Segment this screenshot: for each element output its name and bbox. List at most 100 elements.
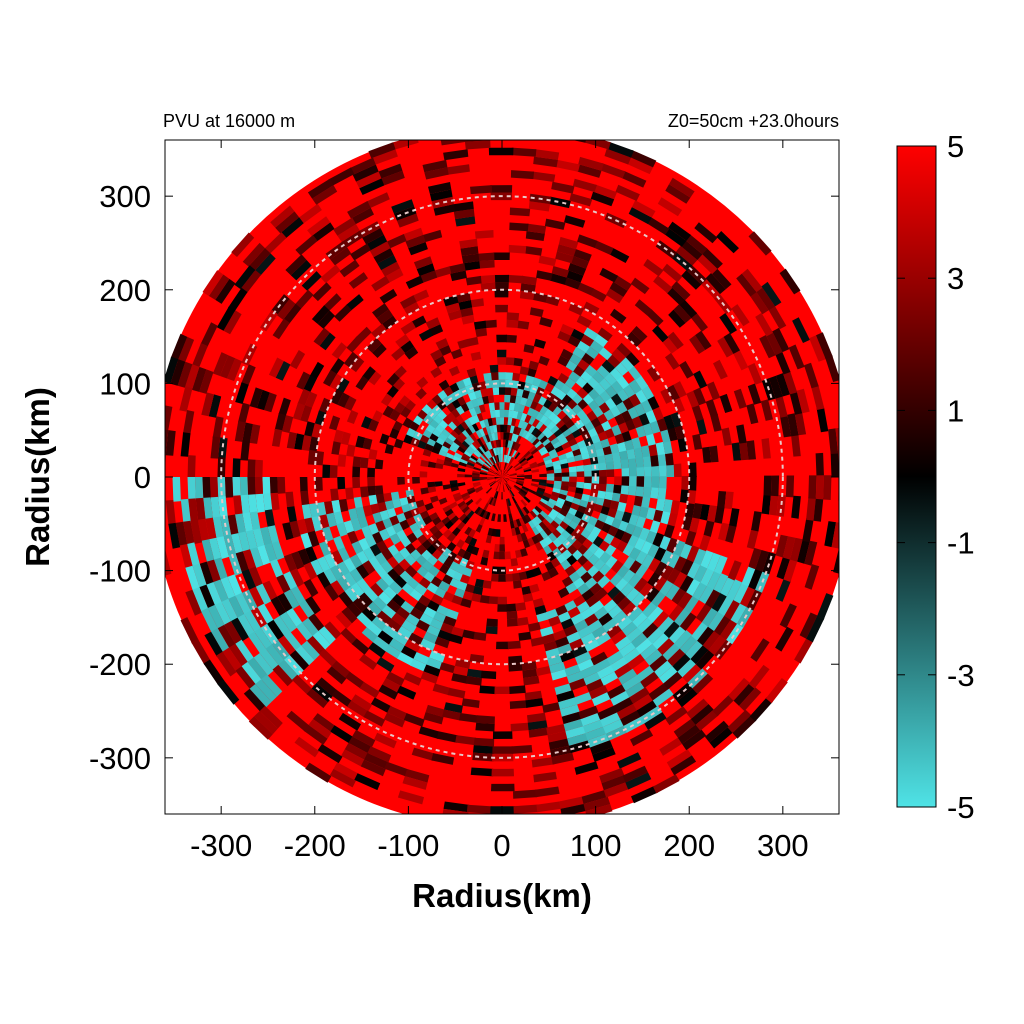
field-cell [267,619,285,641]
field-cell [349,157,376,175]
field-cell [504,462,508,471]
field-cell [375,552,388,566]
field-cell [356,578,371,594]
field-cell [654,659,674,678]
field-cell [453,665,470,677]
field-cell [207,604,226,630]
field-cell [368,523,380,536]
field-cell [475,497,483,505]
field-cell [382,678,402,693]
field-cell [785,475,795,498]
field-cell [532,597,545,608]
field-cell [653,575,668,592]
field-cell [531,409,540,419]
field-cell [717,595,735,616]
field-cell [473,745,494,754]
field-cell [641,496,651,509]
field-cell [410,658,428,672]
field-cell [539,529,549,540]
field-cell [589,600,605,614]
field-cell [611,348,626,363]
field-cell [252,528,265,549]
field-cell [291,674,313,696]
field-cell [585,726,608,741]
field-cell [449,445,458,453]
field-cell [467,391,477,401]
field-cell [404,554,417,566]
field-cell [679,574,695,593]
field-cell [453,426,462,436]
field-cell [518,571,528,581]
field-cell [413,256,433,270]
field-cell [497,470,502,477]
field-cell [488,147,514,156]
field-cell [799,612,818,639]
field-cell [337,477,346,490]
field-cell [635,550,648,565]
field-cell [476,715,495,724]
field-cell [254,459,263,479]
field-cell [833,548,839,574]
field-cell [516,480,524,484]
field-cell [387,568,401,582]
field-cell [199,584,216,610]
field-cell [372,596,388,612]
field-cell [659,736,684,756]
field-cell [539,479,547,484]
field-cell [478,260,495,269]
field-cell [557,244,577,257]
field-cell [510,417,517,427]
field-cell [516,617,529,626]
field-cell [413,652,430,665]
field-cell [192,563,207,589]
field-cell [515,502,521,511]
field-cell [491,417,497,426]
field-cell [197,518,210,543]
field-cell [636,699,659,717]
field-cell [680,558,694,576]
field-cell [555,159,580,172]
field-cell [190,519,202,544]
field-cell [662,642,681,661]
field-cell [603,718,625,734]
field-cell [504,379,513,388]
field-cell [677,723,702,744]
field-cell [359,681,380,699]
field-cell [475,461,483,467]
field-cell [509,440,514,449]
field-cell [307,216,331,236]
field-cell [775,373,790,397]
field-cell [527,712,547,723]
field-cell [565,451,574,459]
field-cell [471,423,479,432]
field-cell [521,487,529,493]
field-cell [521,421,529,430]
field-cell [749,697,773,722]
field-cell [510,380,519,389]
field-cell [685,639,704,660]
field-cell [510,170,535,180]
field-cell [494,455,499,463]
field-cell [367,601,383,617]
field-cell [350,356,365,373]
field-cell [614,432,625,444]
field-cell [574,619,589,632]
field-cell [271,541,285,561]
field-cell [420,671,439,684]
field-cell [389,409,401,422]
field-cell [475,524,483,533]
field-cell [565,725,587,739]
field-cell [390,491,400,501]
field-cell [605,543,617,557]
field-cell [375,459,384,470]
field-cell [295,235,318,256]
field-cell [513,485,521,492]
field-cell [746,403,759,425]
field-cell [429,324,444,336]
field-cell [652,532,665,548]
field-cell [286,431,297,449]
field-cell [589,740,613,755]
field-cell [782,370,798,395]
field-cell [576,470,585,477]
field-cell [532,508,540,516]
